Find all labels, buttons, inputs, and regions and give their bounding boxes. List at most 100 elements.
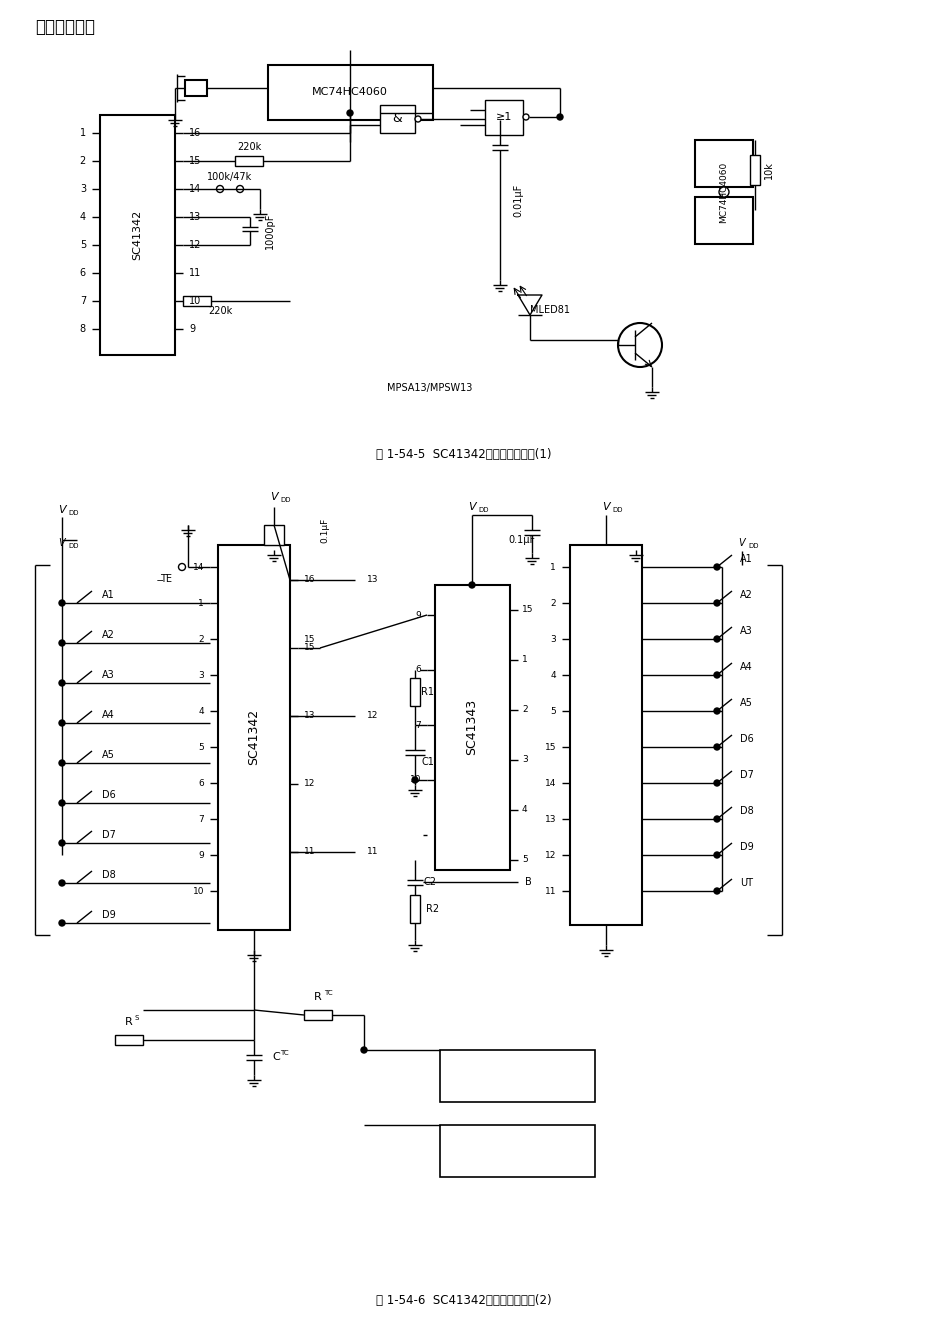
Text: 7: 7 — [198, 815, 204, 823]
Text: MC74HC4060: MC74HC4060 — [718, 161, 728, 223]
Text: S: S — [134, 1016, 139, 1021]
Text: 15: 15 — [304, 636, 315, 645]
Circle shape — [59, 919, 65, 926]
Text: 图 1-54-6  SC41342典型应用电路图(2): 图 1-54-6 SC41342典型应用电路图(2) — [375, 1294, 552, 1307]
Text: DD: DD — [611, 506, 622, 513]
Circle shape — [468, 582, 475, 588]
Text: 7: 7 — [80, 295, 86, 306]
Text: 11: 11 — [544, 886, 555, 896]
Text: 8: 8 — [80, 324, 86, 334]
Text: 6: 6 — [198, 778, 204, 787]
Circle shape — [59, 880, 65, 886]
Text: 13: 13 — [544, 815, 555, 823]
Text: 2: 2 — [521, 706, 527, 715]
Bar — [694, 197, 752, 244]
Bar — [694, 140, 752, 187]
Bar — [218, 545, 289, 930]
Text: DD: DD — [68, 543, 79, 549]
Bar — [235, 156, 262, 166]
Text: 14: 14 — [544, 778, 555, 787]
Text: 图 1-54-5  SC41342典型应用电路图(1): 图 1-54-5 SC41342典型应用电路图(1) — [375, 448, 552, 462]
Bar — [183, 295, 210, 306]
Text: C2: C2 — [423, 877, 436, 886]
Text: 1: 1 — [198, 599, 204, 608]
Text: 2: 2 — [550, 599, 555, 608]
Text: 13: 13 — [366, 575, 378, 584]
Text: 100k/47k: 100k/47k — [207, 171, 252, 182]
Text: B: B — [524, 877, 531, 886]
Text: A3: A3 — [102, 670, 115, 681]
Circle shape — [713, 636, 719, 642]
Circle shape — [617, 323, 661, 367]
Text: D7: D7 — [739, 770, 753, 780]
Text: 1: 1 — [550, 562, 555, 571]
Text: 9: 9 — [198, 851, 204, 860]
Text: 9: 9 — [189, 324, 195, 334]
Bar — [263, 525, 284, 545]
Text: A5: A5 — [102, 751, 115, 760]
Circle shape — [412, 777, 417, 783]
Circle shape — [713, 671, 719, 678]
Bar — [439, 1125, 594, 1177]
Circle shape — [718, 187, 729, 197]
Text: SC41342: SC41342 — [132, 210, 142, 260]
Text: V: V — [738, 538, 744, 547]
Text: 3: 3 — [80, 183, 86, 194]
Text: 10k: 10k — [763, 161, 773, 179]
Text: 5: 5 — [550, 707, 555, 715]
Text: V: V — [270, 492, 277, 503]
Text: 220k: 220k — [236, 142, 260, 152]
Text: D7: D7 — [102, 830, 116, 840]
Circle shape — [59, 640, 65, 646]
Text: 11: 11 — [304, 848, 315, 856]
Text: A2: A2 — [739, 590, 752, 600]
Circle shape — [59, 681, 65, 686]
Text: MC74HC4060: MC74HC4060 — [311, 87, 387, 98]
Circle shape — [216, 186, 223, 193]
Text: 13: 13 — [189, 212, 201, 222]
Text: 0.1μF: 0.1μF — [508, 536, 535, 545]
Text: V: V — [58, 538, 65, 547]
Text: A2: A2 — [102, 630, 115, 640]
Circle shape — [59, 840, 65, 845]
Text: 12: 12 — [304, 780, 315, 789]
Text: 11: 11 — [366, 848, 378, 856]
Text: A1: A1 — [739, 554, 752, 565]
Text: 16: 16 — [189, 128, 201, 138]
Bar — [268, 65, 433, 120]
Text: 4: 4 — [550, 670, 555, 679]
Text: R1: R1 — [421, 687, 434, 696]
Circle shape — [556, 113, 563, 120]
Text: A4: A4 — [739, 662, 752, 671]
Text: MLED81: MLED81 — [529, 305, 569, 315]
Circle shape — [414, 116, 421, 121]
Text: 11: 11 — [189, 268, 201, 278]
Text: TC: TC — [324, 991, 332, 996]
Text: DD: DD — [68, 510, 79, 516]
Text: A1: A1 — [102, 590, 115, 600]
Text: 15: 15 — [544, 743, 555, 752]
Circle shape — [713, 708, 719, 714]
Text: 10: 10 — [192, 886, 204, 896]
Text: 1: 1 — [521, 656, 527, 665]
Text: D6: D6 — [739, 733, 753, 744]
Text: 220k: 220k — [208, 306, 232, 317]
Text: 0.1μF: 0.1μF — [320, 517, 329, 542]
Text: 5: 5 — [198, 743, 204, 752]
Text: V: V — [58, 505, 66, 514]
Text: &: & — [392, 112, 401, 125]
Text: 7: 7 — [414, 720, 421, 729]
Bar — [485, 100, 523, 135]
Text: 5: 5 — [80, 240, 86, 251]
Text: 6: 6 — [414, 666, 421, 674]
Text: 10: 10 — [409, 776, 421, 785]
Circle shape — [713, 888, 719, 894]
Text: 5: 5 — [521, 856, 527, 864]
Circle shape — [713, 744, 719, 751]
Text: 12: 12 — [544, 851, 555, 860]
Text: A5: A5 — [739, 698, 752, 708]
Text: MPSA13/MPSW13: MPSA13/MPSW13 — [387, 383, 472, 393]
Text: 12: 12 — [366, 711, 378, 720]
Text: C: C — [272, 1053, 279, 1062]
Circle shape — [713, 600, 719, 605]
